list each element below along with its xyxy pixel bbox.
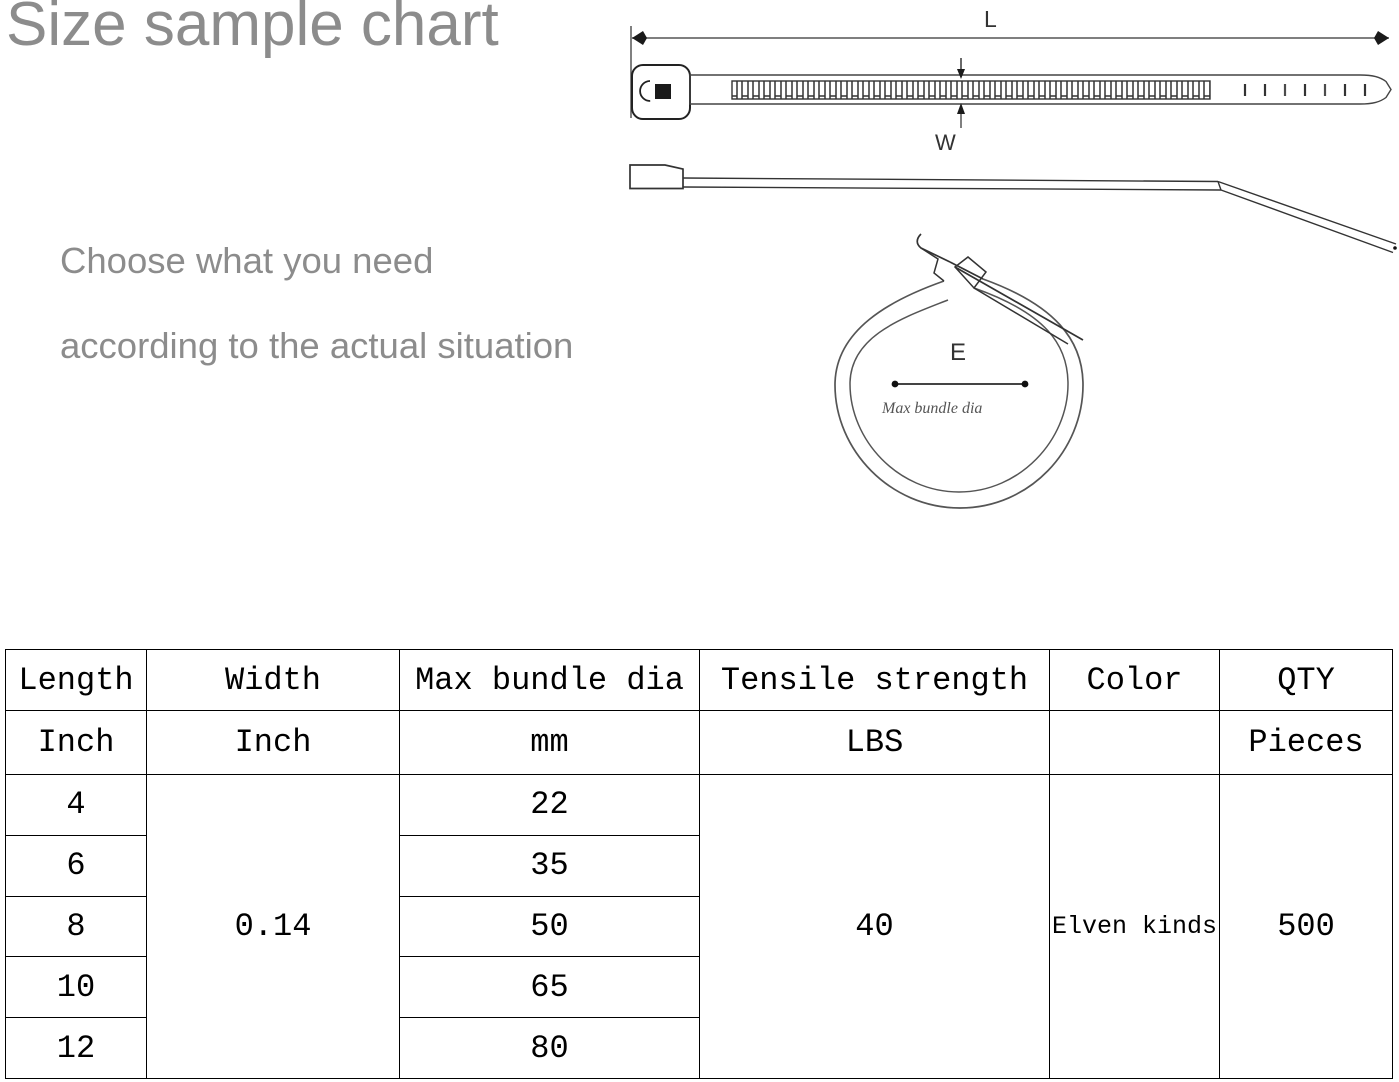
svg-text:W: W: [935, 130, 956, 155]
svg-text:Max bundle dia: Max bundle dia: [881, 400, 982, 417]
svg-text:E: E: [950, 339, 966, 366]
svg-text:L: L: [984, 6, 997, 32]
